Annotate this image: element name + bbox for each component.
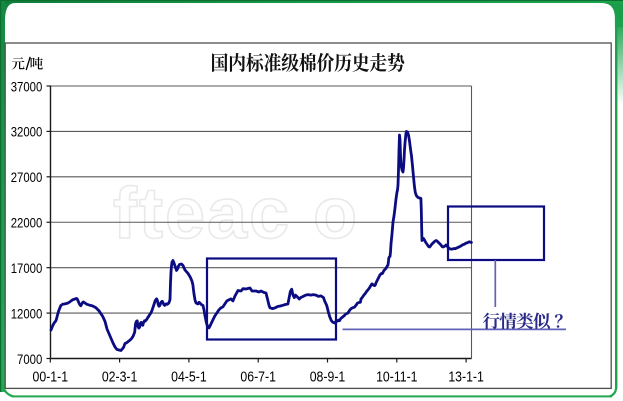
svg-text:fteac o: fteac o bbox=[113, 174, 359, 254]
svg-text:00-1-1: 00-1-1 bbox=[33, 368, 69, 384]
svg-text:22000: 22000 bbox=[11, 214, 43, 231]
svg-text:02-3-1: 02-3-1 bbox=[102, 368, 138, 384]
svg-text:12000: 12000 bbox=[11, 305, 43, 322]
svg-text:7000: 7000 bbox=[17, 351, 42, 368]
svg-text:08-9-1: 08-9-1 bbox=[310, 368, 346, 384]
svg-text:04-5-1: 04-5-1 bbox=[171, 368, 207, 384]
svg-text:32000: 32000 bbox=[11, 123, 43, 140]
svg-text:17000: 17000 bbox=[11, 260, 43, 277]
svg-text:10-11-1: 10-11-1 bbox=[376, 368, 417, 384]
svg-text:06-7-1: 06-7-1 bbox=[240, 368, 276, 384]
svg-text:27000: 27000 bbox=[11, 169, 43, 186]
svg-text:13-1-1: 13-1-1 bbox=[448, 368, 484, 384]
svg-text:37000: 37000 bbox=[11, 78, 43, 95]
